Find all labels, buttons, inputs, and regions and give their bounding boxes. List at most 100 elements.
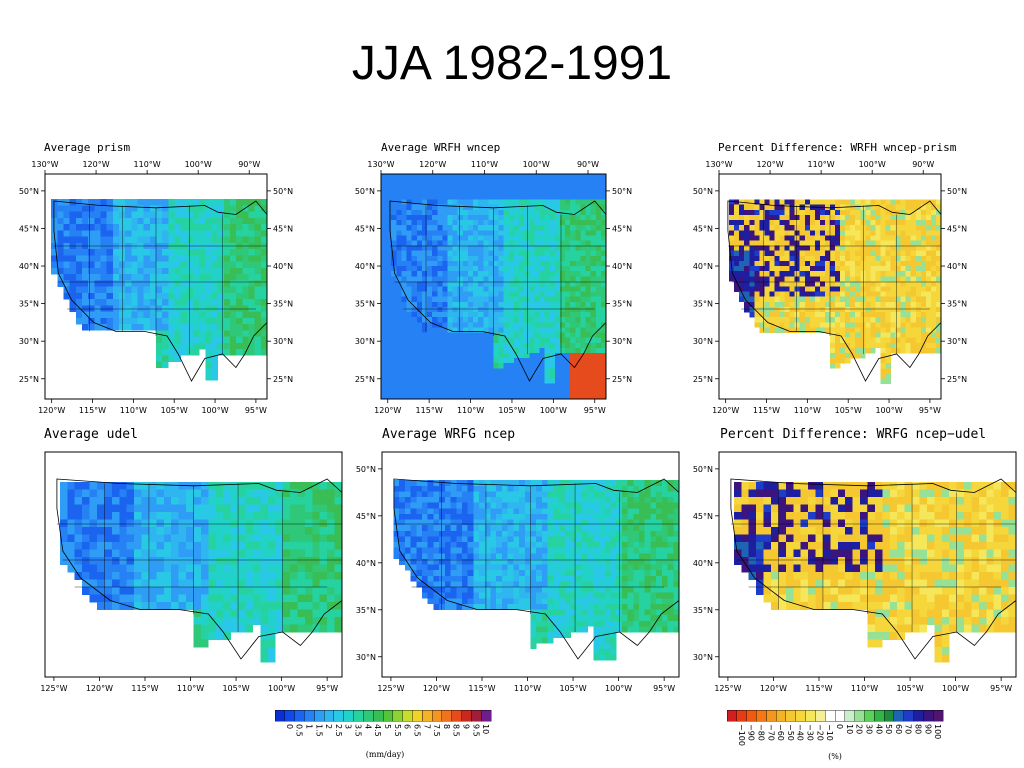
lat-tick-label-right: 30°N [947,337,967,346]
colorbar-swatch [343,709,354,722]
colorbar-swatch [274,709,286,722]
lat-tick-label-right: 45°N [947,224,967,233]
colorbar-swatch [431,709,443,722]
lat-tick-label-right: 45°N [273,224,293,233]
colorbar-label: −40 [796,724,805,741]
lon-tick-label: 105°W [896,684,923,693]
lat-tick-label: 30°N [19,337,39,346]
colorbar-label: 8 [442,724,451,729]
panel-title-average-prism: Average prism [44,141,131,154]
map-percent-difference-wrfg: 125°W 120°W 115°W 110°W 105°W 100°W 95°W 50°N 45… [693,451,1017,693]
colorbar-label: 1.5 [314,724,323,737]
map-average-wrfg-ncep: 125°W 120°W 115°W 110°W 105°W 100°W 95°W 50°N 45… [356,451,680,693]
lat-tick-label: 45°N [356,512,376,521]
lat-tick-label: 30°N [693,337,713,346]
lon-tick-label: 110°W [177,684,204,693]
lat-tick-label: 30°N [355,337,375,346]
map-field-cells [381,174,607,400]
lon-tick-label: 125°W [714,684,741,693]
slide-title: JJA 1982-1991 [351,37,673,90]
colorbar-swatch [775,709,787,722]
colorbar-swatch [893,709,905,722]
lat-tick-label: 45°N [693,224,713,233]
colorbar-swatch [736,709,748,722]
lon-tick-label: 115°W [131,684,158,693]
lat-tick-label-right: 30°N [612,337,632,346]
panel-title-average-wrfh-wncep: Average WRFH wncep [381,141,501,154]
colorbar-label: 0 [835,724,844,729]
colorbar-swatch [451,709,462,722]
lat-tick-label: 35°N [355,300,375,309]
colorbar-label: −90 [747,724,756,741]
colorbar-swatch [461,709,472,722]
colorbar-label: 5 [383,724,392,729]
colorbar-swatch [815,709,826,722]
colorbar-percent: −100 −90 −80 −70 −60 −50 −40 −30 −20 −10 0 10 20 30 40… [726,709,944,746]
lat-tick-label-right: 35°N [612,300,632,309]
panel-title-average-wrfg-ncep: Average WRFG ncep [382,427,516,442]
colorbar-label: −50 [786,724,795,741]
lat-tick-label-right: 45°N [612,224,632,233]
country-outline [727,200,942,382]
lon-tick-label: 115°W [468,684,495,693]
colorbar-label: 9.5 [471,724,480,737]
lat-tick-label: 35°N [693,606,713,615]
lon-tick-label: 105°W [222,684,249,693]
lon-tick-label: 110°W [851,684,878,693]
colorbar-swatch [314,709,325,722]
lat-tick-label-right: 25°N [947,375,967,384]
lon-tick-label: 100°W [942,684,969,693]
map-percent-difference-wrfh: 120°W 115°W 110°W 105°W 100°W 95°W 130°W 120°W 1… [693,160,967,415]
map-frame [44,451,343,678]
lon-tick-label: 95°W [316,684,338,693]
colorbar-label: 0 [285,724,294,729]
colorbar-label: 70 [904,724,913,734]
lon-tick-label-top: 120°W [756,160,783,169]
colorbar-label: 60 [894,724,903,734]
lon-tick-label-top: 120°W [82,160,109,169]
map-frame [718,173,942,400]
lon-tick-label-top: 110°W [471,160,498,169]
colorbar-label: 8.5 [452,724,461,737]
lon-tick-label-top: 130°W [367,160,394,169]
colorbar-label: 80 [914,724,923,734]
lat-tick-label-right: 35°N [273,300,293,309]
map-field-cells [393,480,680,661]
colorbar-swatch [766,709,777,722]
colorbar-label: 7 [422,724,431,729]
colorbar-label: −100 [737,724,746,746]
colorbar-label: 100 [933,724,942,739]
lon-tick-label: 125°W [40,684,67,693]
lon-tick-label: 120°W [423,684,450,693]
colorbar-label: 10 [845,724,854,734]
lat-tick-label-right: 40°N [273,262,293,271]
lon-tick-label-top: 110°W [134,160,161,169]
colorbar-rainfall-unit: (mm/day) [365,750,405,759]
lat-tick-label: 40°N [356,559,376,568]
colorbar-swatch [923,709,934,722]
colorbar-label: 10 [481,724,490,734]
lon-tick-label: 100°W [540,406,567,415]
country-outline [389,200,607,382]
lat-tick-label: 50°N [356,465,376,474]
colorbar-swatches [274,709,492,722]
lat-tick-label: 30°N [356,653,376,662]
lon-tick-label: 110°W [120,406,147,415]
colorbar-label: −30 [806,724,815,741]
lon-tick-label: 100°W [268,684,295,693]
colorbar-swatch [883,709,895,722]
panel-title-percent-difference-wrfh: Percent Difference: WRFH wncep-prism [718,141,957,154]
country-outline [56,478,343,660]
lon-tick-label: 105°W [559,684,586,693]
colorbar-swatch [824,709,836,722]
lat-tick-label: 35°N [693,300,713,309]
country-outline [393,478,680,660]
colorbar-label: 50 [884,724,893,734]
lat-tick-label: 25°N [693,375,713,384]
lon-tick-label: 105°W [498,406,525,415]
lon-tick-label: 100°W [605,684,632,693]
map-field-cells [729,199,942,384]
colorbar-swatch [284,709,296,722]
lon-tick-label: 115°W [79,406,106,415]
colorbar-swatch [480,709,492,722]
